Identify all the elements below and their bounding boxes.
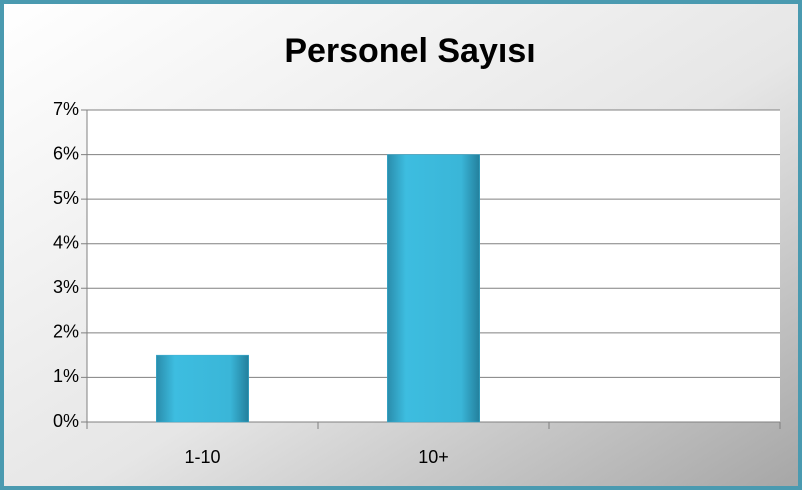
x-tick-label: 1-10 xyxy=(184,447,220,467)
y-tick-label: 7% xyxy=(53,99,79,119)
y-tick-label: 0% xyxy=(53,411,79,431)
chart-title: Personel Sayısı xyxy=(284,32,535,70)
x-tick-label: 10+ xyxy=(418,447,449,467)
y-tick-label: 1% xyxy=(53,366,79,386)
bar xyxy=(156,354,249,423)
y-tick-label: 3% xyxy=(53,277,79,297)
y-tick-label: 5% xyxy=(53,188,79,208)
bar xyxy=(387,154,480,423)
y-tick-label: 6% xyxy=(53,143,79,163)
y-tick-label: 2% xyxy=(53,322,79,342)
y-tick-label: 4% xyxy=(53,232,79,252)
